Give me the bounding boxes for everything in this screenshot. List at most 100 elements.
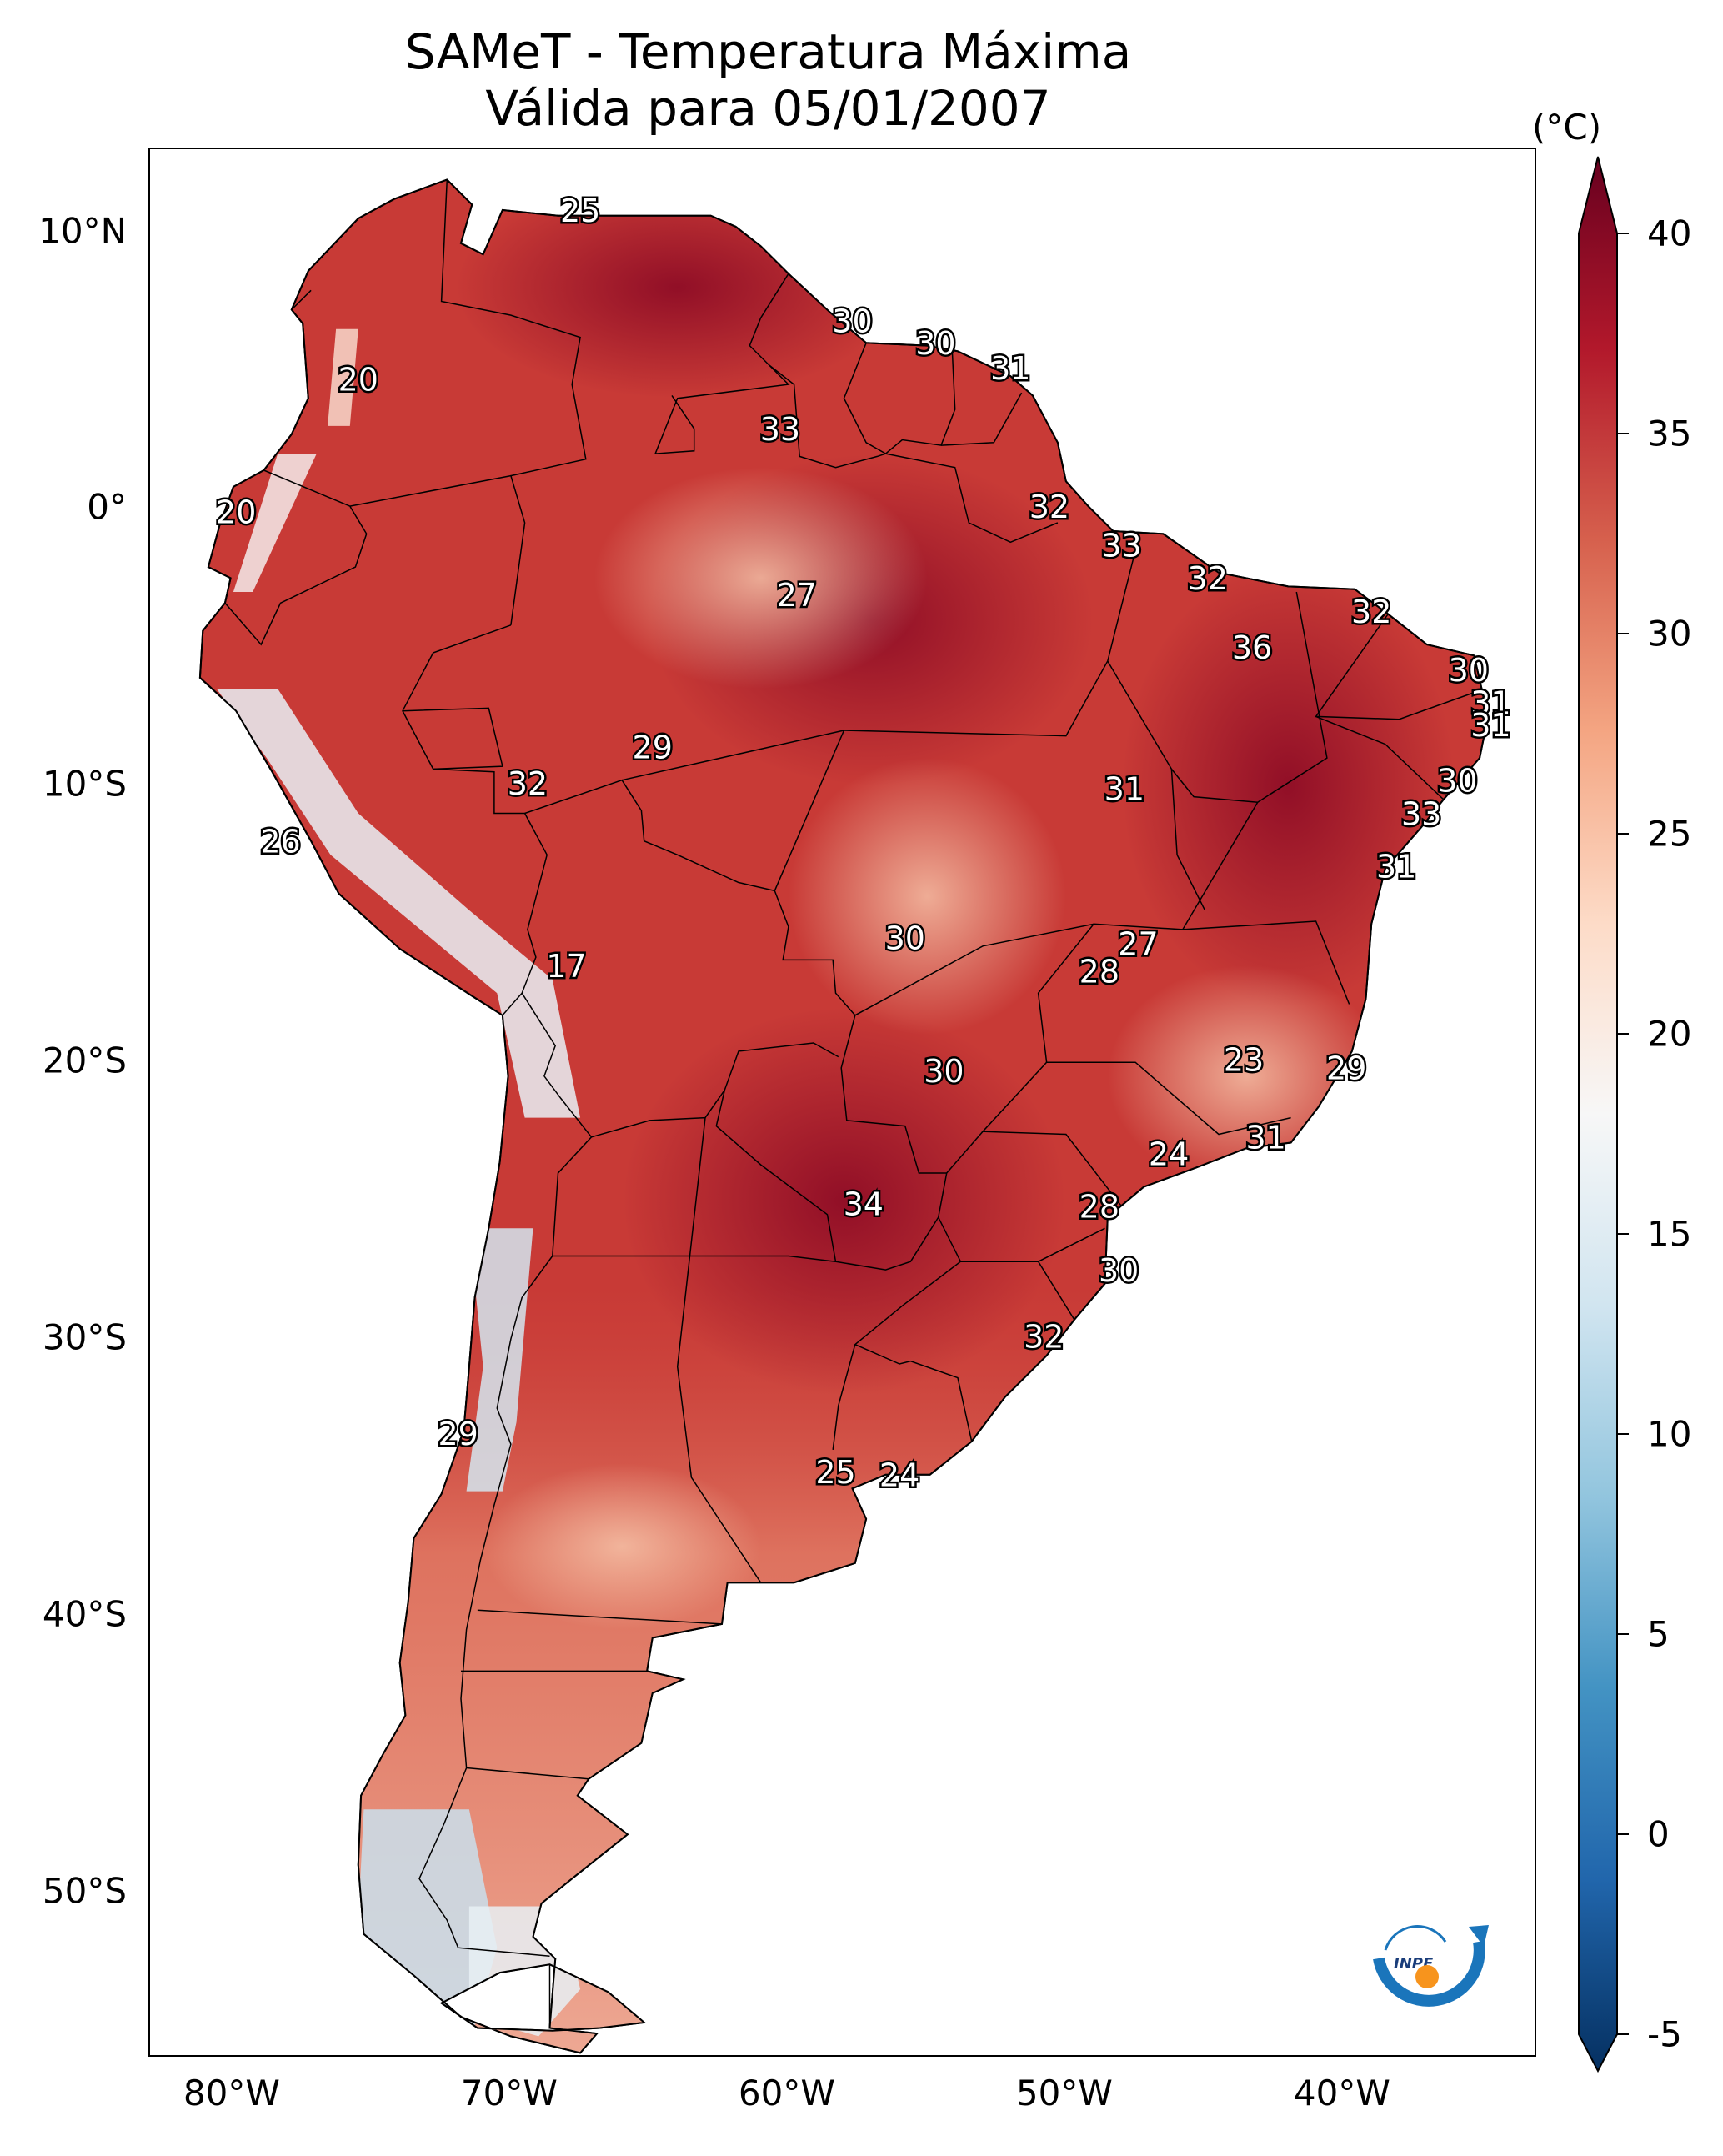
temperature-label: 33 — [1401, 795, 1441, 832]
temperature-label: 29 — [633, 730, 673, 766]
border-line — [291, 289, 312, 311]
border-line — [621, 730, 844, 781]
temperature-label: 25 — [815, 1454, 855, 1491]
latitude-tick-label: 10°N — [38, 210, 127, 252]
colorbar-tick-label: 5 — [1647, 1613, 1670, 1655]
andes-colombia — [328, 328, 358, 426]
temperature-label: 30 — [1099, 1252, 1139, 1289]
temperature-label: 33 — [760, 411, 800, 448]
border-line — [1181, 801, 1350, 1005]
temperature-label: 31 — [1104, 770, 1144, 807]
temperature-label: 25 — [560, 193, 600, 229]
temperature-label: 24 — [879, 1457, 919, 1494]
longitude-tick-label: 70°W — [460, 2073, 558, 2113]
border-line — [552, 1255, 836, 1262]
temperature-label: 34 — [844, 1186, 884, 1222]
border-line — [676, 1117, 762, 1583]
hot-core-paraguay — [622, 1006, 1066, 1395]
coastline — [198, 178, 1490, 2054]
border-line — [349, 474, 512, 507]
temperature-label: 32 — [508, 765, 548, 802]
colorbar-tick-label: 40 — [1647, 213, 1692, 254]
map-subtitle: Válida para 05/01/2007 — [485, 80, 1051, 137]
temperature-label: 30 — [915, 325, 955, 362]
border-line — [946, 1131, 984, 1174]
map-area: 25 20 30 30 31 33 20 32 33 27 32 32 36 30 31 31 29 32 31 30… — [148, 148, 1536, 2057]
colorbar-tick-label: 30 — [1647, 613, 1692, 654]
map-title: SAMeT - Temperatura Máxima — [404, 23, 1132, 80]
border-line — [477, 1609, 723, 1625]
temperature-label: 36 — [1232, 629, 1272, 666]
hot-core-venezuela — [455, 179, 900, 399]
temperature-label: 32 — [1024, 1319, 1064, 1356]
temperature-label: 30 — [1449, 652, 1489, 689]
temperature-label: 32 — [1351, 594, 1391, 630]
border-line — [843, 343, 886, 454]
border-line — [440, 179, 587, 625]
border-line — [1037, 1261, 1075, 1321]
hot-core-northeast — [1121, 564, 1455, 1007]
temperature-label: 31 — [990, 350, 1030, 387]
colorbar-tick-label: 35 — [1647, 413, 1692, 454]
border-line — [940, 392, 1023, 446]
border-line — [402, 624, 548, 1016]
border-line — [1315, 614, 1477, 720]
temperature-label: 17 — [546, 948, 586, 985]
temperature-label: 27 — [1118, 925, 1158, 962]
latitude-tick-label: 20°S — [42, 1040, 127, 1081]
andes-ecuador — [233, 454, 317, 592]
temperature-label: 31 — [1245, 1120, 1285, 1156]
border-line — [1107, 660, 1206, 911]
temperature-label: 20 — [216, 494, 256, 531]
temperature-label: 32 — [1029, 489, 1069, 525]
temperature-label: 27 — [777, 577, 817, 614]
border-line — [854, 923, 1094, 1016]
temperature-label: 30 — [832, 303, 872, 340]
temperature-label: 30 — [885, 920, 925, 957]
temperature-label: 26 — [260, 824, 300, 860]
temperature-label: 24 — [1149, 1136, 1189, 1173]
colorbar-tick-label: 0 — [1647, 1813, 1670, 1855]
mild-amazon — [594, 467, 928, 689]
temperature-label: 20 — [338, 361, 378, 398]
temperature-label: 31 — [1376, 848, 1416, 885]
temperature-label: 28 — [1079, 954, 1119, 990]
colorbar-tick-label: 25 — [1647, 813, 1692, 855]
border-line — [654, 273, 790, 454]
colorbar-tick-label: 20 — [1647, 1013, 1692, 1055]
colorbar-tick-label: -5 — [1647, 2013, 1682, 2055]
temperature-label: 28 — [1079, 1189, 1119, 1226]
colorbar-unit: (°C) — [1532, 107, 1602, 148]
latitude-tick-label: 30°S — [42, 1316, 127, 1358]
latitude-tick-label: 40°S — [42, 1593, 127, 1635]
temperature-label: 31 — [1470, 707, 1510, 744]
temperature-label: 29 — [438, 1416, 478, 1452]
border-line — [402, 707, 503, 770]
latitude-tick-label: 10°S — [42, 763, 127, 805]
southern-cool-field — [199, 1283, 1489, 2053]
latitude-tick-label: 0° — [87, 486, 127, 528]
temperature-label: 32 — [1188, 560, 1228, 597]
border-line — [524, 779, 856, 1121]
border-line — [1315, 715, 1445, 800]
longitude-tick-label: 40°W — [1293, 2073, 1390, 2113]
mild-center — [788, 758, 1066, 1035]
border-line — [832, 1216, 962, 1450]
temperature-label: 23 — [1224, 1042, 1264, 1079]
colorbar — [1578, 156, 1629, 2073]
longitude-tick-label: 50°W — [1015, 2073, 1113, 2113]
mild-pampas — [483, 1463, 761, 1630]
border-line — [885, 453, 1059, 544]
temperature-label: 33 — [1101, 527, 1141, 564]
andes-central-cold — [466, 1228, 533, 1492]
colorbar-tick-label: 10 — [1647, 1413, 1692, 1455]
border-line — [418, 992, 593, 1957]
inpe-logo-icon: INPE — [1373, 1925, 1489, 2007]
country-borders — [224, 179, 1477, 2028]
border-line — [844, 550, 1136, 737]
longitude-tick-label: 80°W — [183, 2073, 280, 2113]
border-line — [774, 730, 845, 891]
temperature-label: 29 — [1326, 1050, 1366, 1087]
